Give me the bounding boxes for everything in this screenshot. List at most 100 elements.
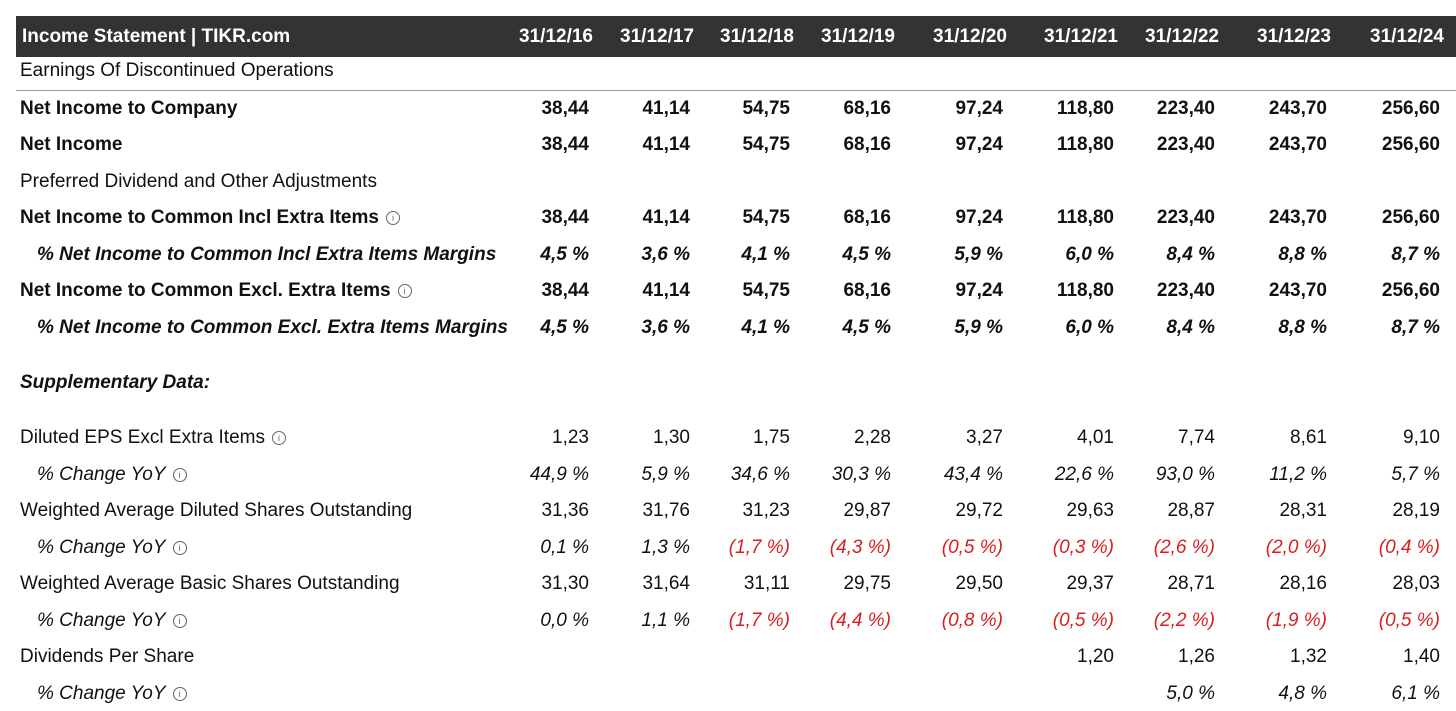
value-cell: 9,10 <box>1403 427 1440 448</box>
value-cell: 118,80 <box>1056 98 1114 119</box>
separator <box>16 90 1456 91</box>
row-label: Net Income to Common Incl Extra Items i <box>20 206 400 230</box>
value-cell: 44,9 % <box>529 464 589 485</box>
row-label: Net Income to Company <box>20 97 237 121</box>
value-cell: 68,16 <box>843 280 891 301</box>
value-cell: (0,5 %) <box>1052 610 1114 631</box>
info-icon[interactable]: i <box>172 541 187 555</box>
row-label-text: Dividends Per Share <box>20 646 195 667</box>
value-cell: 118,80 <box>1056 134 1114 155</box>
value-cell: 5,0 % <box>1166 683 1215 704</box>
row-label-text: % Net Income to Common Incl Extra Items … <box>37 244 497 265</box>
header-bar: Income Statement | TIKR.com 31/12/16 31/1… <box>16 16 1456 57</box>
value-cell: 243,70 <box>1268 134 1327 155</box>
value-cell: 4,5 % <box>842 317 891 338</box>
value-cell: 0,1 % <box>540 537 589 558</box>
value-cell: 223,40 <box>1156 207 1215 228</box>
column-header: 31/12/21 <box>1044 26 1118 47</box>
value-cell: 4,1 % <box>741 244 790 265</box>
value-cell: 38,44 <box>541 98 589 119</box>
value-cell: 256,60 <box>1381 134 1440 155</box>
value-cell: (4,4 %) <box>829 610 891 631</box>
value-cell: 5,7 % <box>1391 464 1440 485</box>
row-label-text: % Change YoY <box>37 464 166 485</box>
value-cell: 223,40 <box>1156 98 1215 119</box>
value-cell: 1,1 % <box>641 610 690 631</box>
value-cell: 31,36 <box>541 500 589 521</box>
value-cell: 54,75 <box>742 207 790 228</box>
value-cell: (1,7 %) <box>728 610 790 631</box>
info-icon[interactable]: i <box>172 687 187 701</box>
value-cell: 31,64 <box>642 573 690 594</box>
value-cell: 7,74 <box>1178 427 1215 448</box>
value-cell: 2,28 <box>854 427 891 448</box>
value-cell: 41,14 <box>642 134 690 155</box>
value-cell: 0,0 % <box>540 610 589 631</box>
value-cell: (2,6 %) <box>1153 537 1215 558</box>
row-label: Weighted Average Basic Shares Outstandin… <box>20 572 400 596</box>
value-cell: 4,01 <box>1077 427 1114 448</box>
row-label-text: % Change YoY <box>37 610 166 631</box>
value-cell: (1,7 %) <box>728 537 790 558</box>
value-cell: 223,40 <box>1156 134 1215 155</box>
value-cell: 3,6 % <box>641 317 690 338</box>
value-cell: 118,80 <box>1056 207 1114 228</box>
value-cell: 68,16 <box>843 98 891 119</box>
row-label-text: Preferred Dividend and Other Adjustments <box>20 171 377 192</box>
value-cell: 5,9 % <box>641 464 690 485</box>
value-cell: 6,1 % <box>1391 683 1440 704</box>
value-cell: 8,61 <box>1290 427 1327 448</box>
value-cell: (2,0 %) <box>1265 537 1327 558</box>
value-cell: 223,40 <box>1156 280 1215 301</box>
row-label-text: Earnings Of Discontinued Operations <box>20 60 334 81</box>
value-cell: (0,3 %) <box>1052 537 1114 558</box>
row-label: Net Income to Common Excl. Extra Items i <box>20 279 412 303</box>
info-icon[interactable]: i <box>172 614 187 628</box>
info-icon[interactable]: i <box>385 211 400 225</box>
value-cell: 8,4 % <box>1166 244 1215 265</box>
column-header: 31/12/22 <box>1145 26 1219 47</box>
value-cell: 1,3 % <box>641 537 690 558</box>
row-label: % Net Income to Common Incl Extra Items … <box>20 243 496 267</box>
info-icon[interactable]: i <box>271 431 286 445</box>
value-cell: 97,24 <box>955 207 1003 228</box>
row-label: Net Income <box>20 133 122 157</box>
value-cell: 31,30 <box>541 573 589 594</box>
header-clip: 31/12/16 <box>510 25 593 49</box>
value-cell: 6,0 % <box>1065 317 1114 338</box>
value-cell: 97,24 <box>955 98 1003 119</box>
value-cell: 256,60 <box>1381 207 1440 228</box>
value-cell: 38,44 <box>541 134 589 155</box>
value-cell: 243,70 <box>1268 98 1327 119</box>
value-cell: 38,44 <box>541 207 589 228</box>
value-cell: 1,26 <box>1178 646 1215 667</box>
value-cell: 1,23 <box>552 427 589 448</box>
value-cell: 29,72 <box>955 500 1003 521</box>
value-cell: (0,4 %) <box>1378 537 1440 558</box>
value-cell: 30,3 % <box>831 464 891 485</box>
value-cell: 28,16 <box>1279 573 1327 594</box>
value-cell: (2,2 %) <box>1153 610 1215 631</box>
row-label: % Change YoY i <box>20 463 187 487</box>
value-cell: 31,23 <box>742 500 790 521</box>
row-label: Diluted EPS Excl Extra Items i <box>20 426 286 450</box>
info-icon[interactable]: i <box>397 284 412 298</box>
value-cell: 41,14 <box>642 207 690 228</box>
value-cell: 28,71 <box>1167 573 1215 594</box>
value-cell: 1,75 <box>753 427 790 448</box>
value-cell: 4,5 % <box>842 244 891 265</box>
value-cell: 256,60 <box>1381 98 1440 119</box>
row-label: % Net Income to Common Excl. Extra Items… <box>20 316 508 340</box>
row-label: Supplementary Data: <box>20 371 210 395</box>
column-header: 31/12/18 <box>720 26 794 47</box>
value-cell: (0,5 %) <box>941 537 1003 558</box>
row-label: % Change YoY i <box>20 536 187 560</box>
column-header: 31/12/20 <box>933 26 1007 47</box>
value-cell: 5,9 % <box>954 244 1003 265</box>
info-icon[interactable]: i <box>172 468 187 482</box>
value-cell: 54,75 <box>742 98 790 119</box>
row-label: % Change YoY i <box>20 609 187 633</box>
value-cell: (4,3 %) <box>829 537 891 558</box>
value-cell: 22,6 % <box>1054 464 1114 485</box>
